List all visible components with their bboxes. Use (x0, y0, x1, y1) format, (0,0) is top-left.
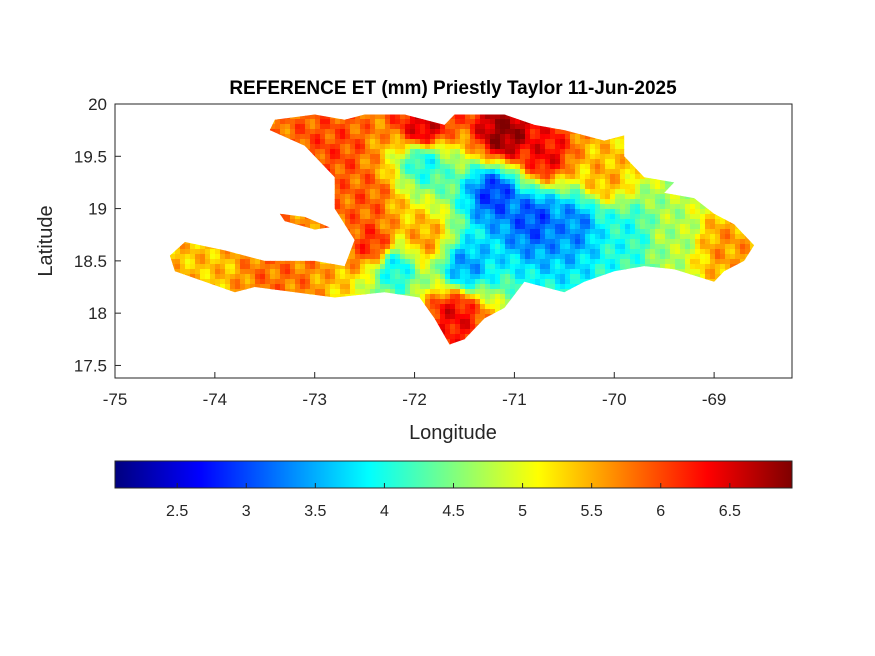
y-axis-ticks: 17.5 18 18.5 19 19.5 20 (74, 95, 121, 375)
x-tick-label: -73 (302, 390, 327, 409)
x-tick-label: -75 (103, 390, 128, 409)
colorbar-tick-label: 5 (518, 503, 527, 520)
colorbar-tick-label: 4.5 (442, 503, 464, 520)
x-tick-label: -70 (602, 390, 627, 409)
x-axis-label: Longitude (409, 422, 497, 444)
y-tick-label: 19.5 (74, 147, 107, 166)
y-tick-label: 18 (88, 304, 107, 323)
colorbar-tick-label: 2.5 (166, 503, 188, 520)
colorbar-tick-label: 3 (242, 503, 251, 520)
chart-title: REFERENCE ET (mm) Priestly Taylor 11-Jun… (229, 78, 677, 99)
colorbar-tick-label: 3.5 (304, 503, 326, 520)
x-tick-label: -72 (402, 390, 427, 409)
colorbar-tick-label: 5.5 (581, 503, 603, 520)
y-axis-label: Latitude (35, 205, 57, 276)
y-tick-label: 18.5 (74, 252, 107, 271)
colorbar-tick-label: 4 (380, 503, 389, 520)
y-tick-label: 20 (88, 95, 107, 114)
colorbar-ticks: 2.5 3 3.5 4 4.5 5 5.5 6 6.5 (166, 483, 741, 520)
colorbar-tick-label: 6 (656, 503, 665, 520)
colorbar: 2.5 3 3.5 4 4.5 5 5.5 6 6.5 (114, 460, 793, 520)
plot-frame (114, 103, 793, 379)
x-tick-label: -71 (502, 390, 527, 409)
x-tick-label: -74 (203, 390, 228, 409)
colorbar-tick-label: 6.5 (719, 503, 741, 520)
map-axes: -75 -74 -73 -72 -71 -70 -69 17.5 18 18.5 19 19.5 20 (74, 95, 793, 409)
y-tick-label: 19 (88, 200, 107, 219)
x-axis-ticks: -75 -74 -73 -72 -71 -70 -69 (103, 372, 727, 409)
y-tick-label: 17.5 (74, 356, 107, 375)
x-tick-label: -69 (702, 390, 727, 409)
